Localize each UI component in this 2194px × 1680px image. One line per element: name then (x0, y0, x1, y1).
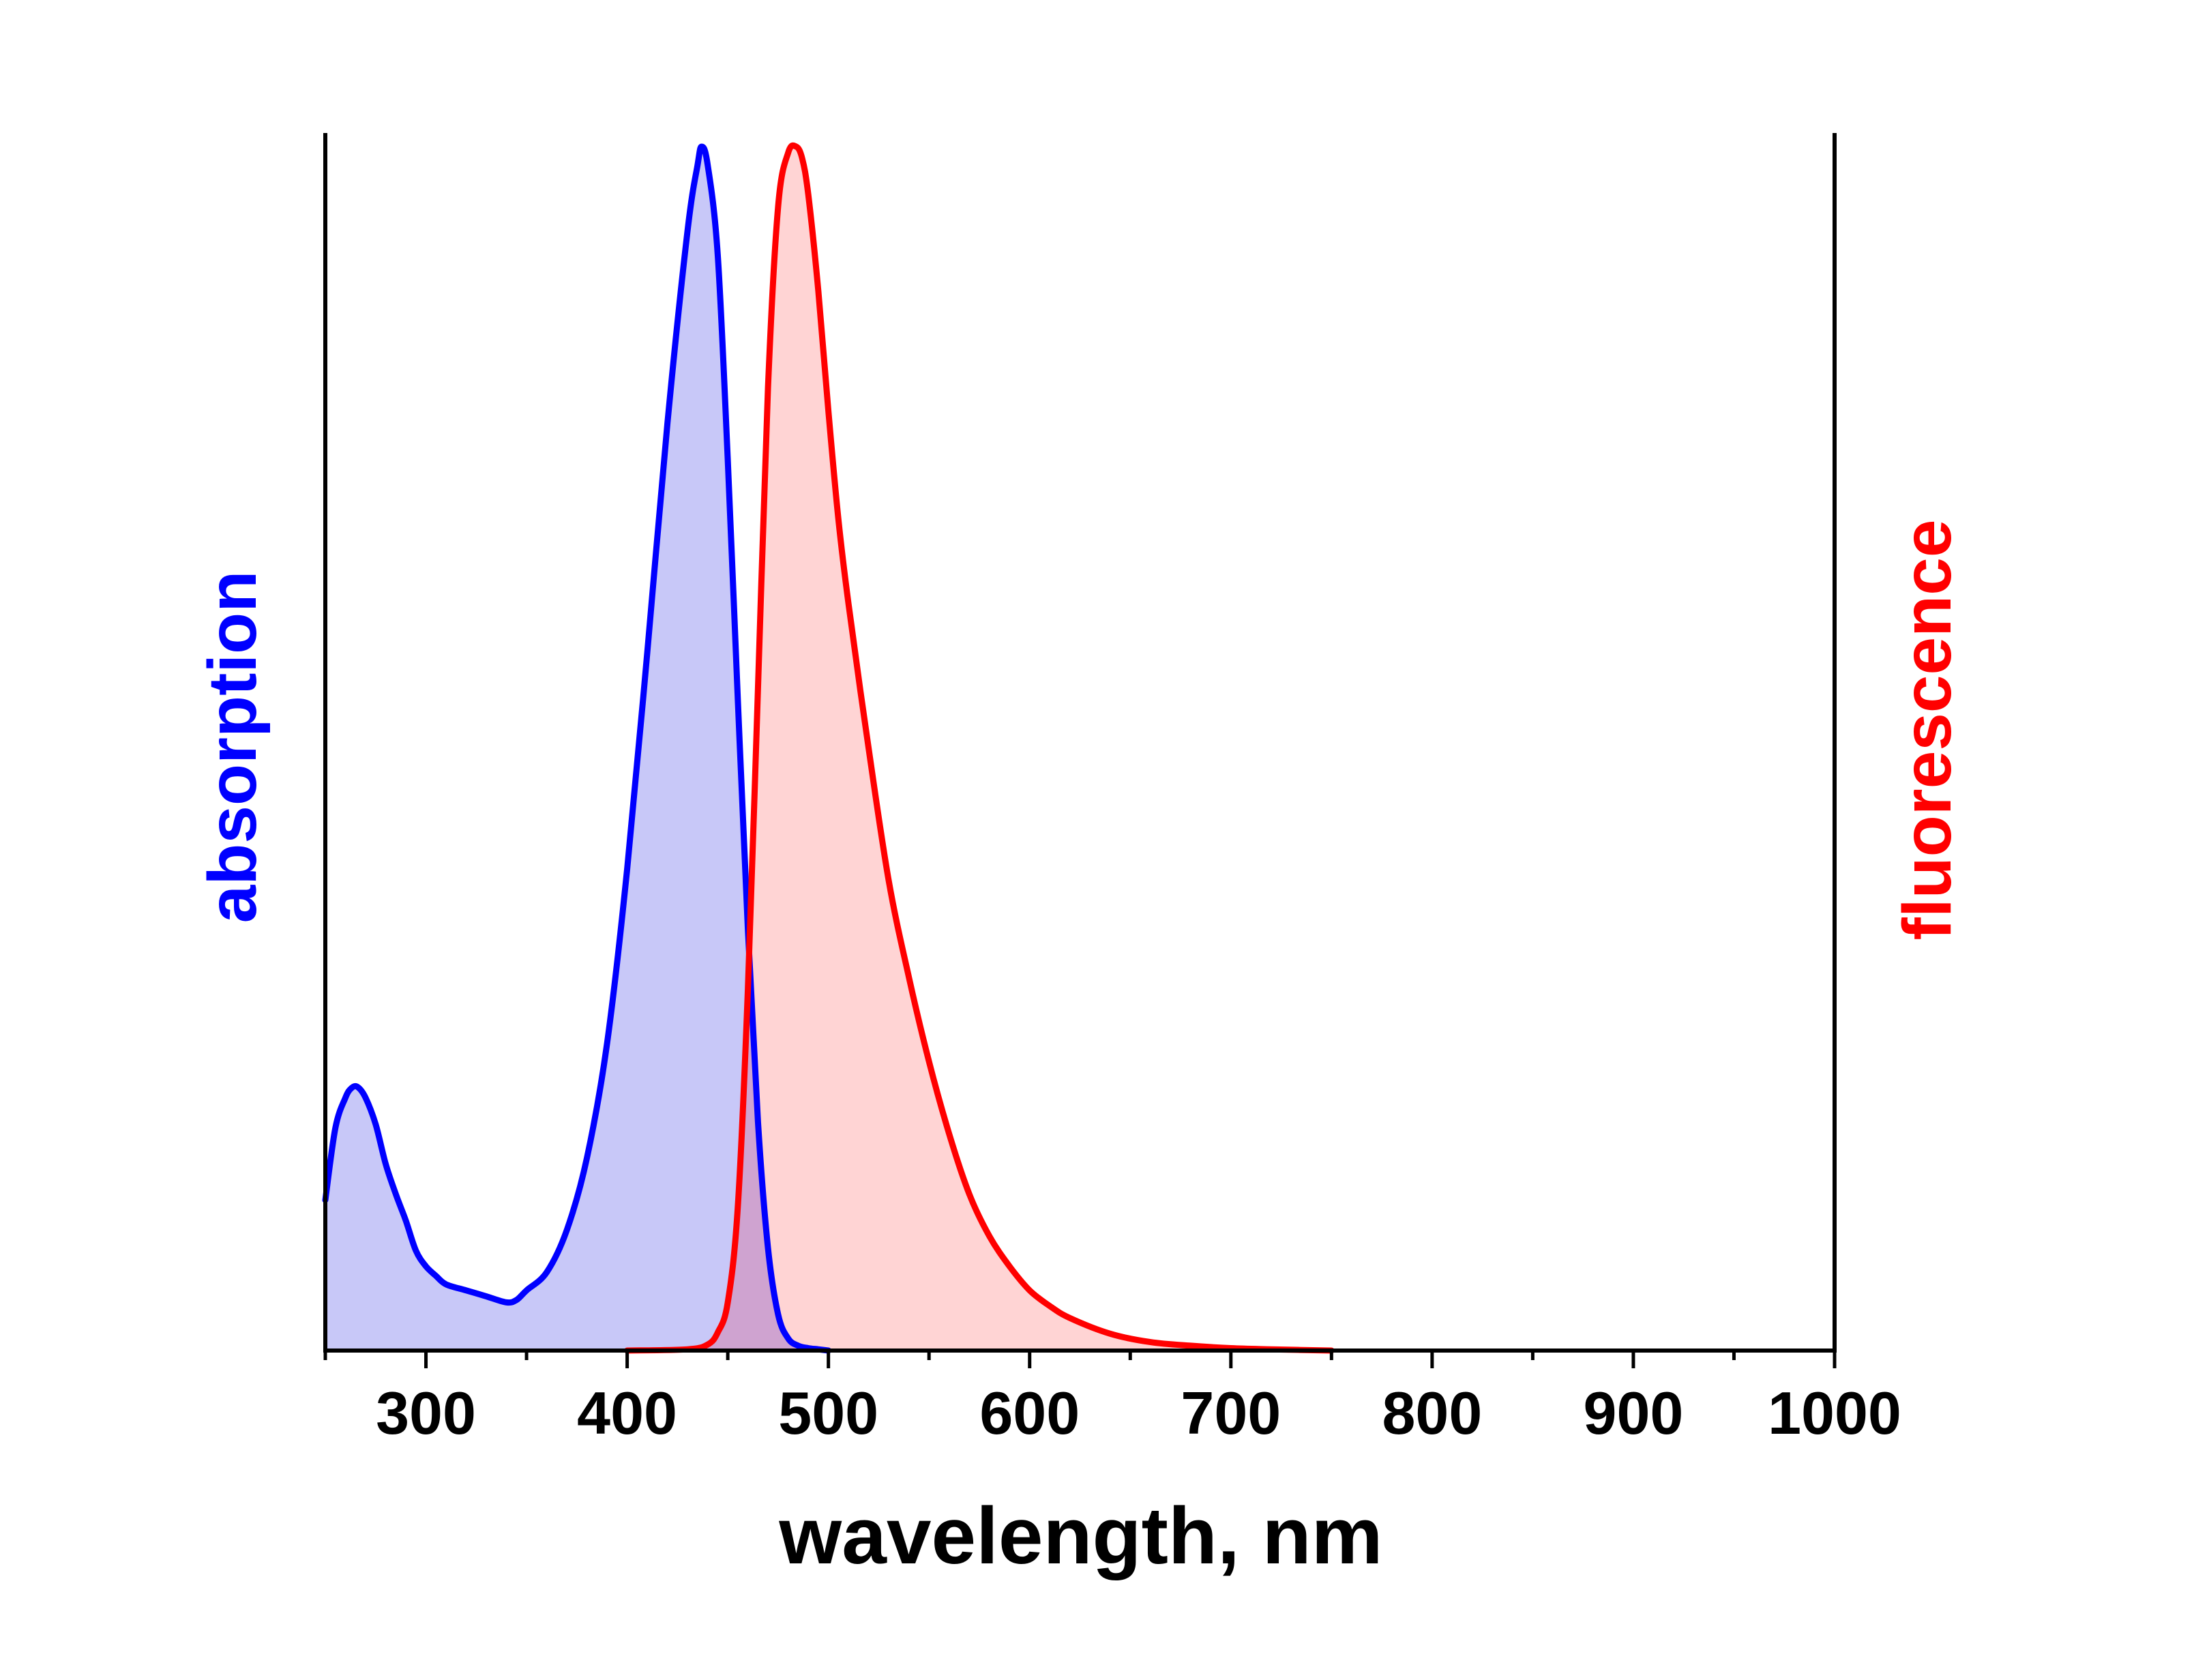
x-tick-label: 500 (778, 1379, 878, 1447)
series-0-area (325, 147, 829, 1351)
x-tick-labels: 300 400 500 600 700 800 900 1000 (376, 1379, 1901, 1447)
x-tick-label: 900 (1584, 1379, 1684, 1447)
x-tick-label: 800 (1382, 1379, 1482, 1447)
series-0-line (322, 143, 832, 1354)
x-axis-title: wavelength, nm (778, 1491, 1382, 1581)
series-1-line (624, 142, 1335, 1354)
x-tick-label: 300 (376, 1379, 476, 1447)
x-tick-label: 700 (1181, 1379, 1281, 1447)
y-axis-title-fluorescence: fluorescence (1889, 520, 1966, 941)
axes (323, 133, 1837, 1353)
x-tick-label: 600 (979, 1379, 1080, 1447)
x-tick-label: 400 (577, 1379, 677, 1447)
x-tick-label: 1000 (1768, 1379, 1901, 1447)
series-lines (322, 142, 1335, 1354)
series-1-area (627, 145, 1332, 1351)
x-ticks (323, 1351, 1837, 1368)
y-axis-title-absorption: absorption (194, 571, 271, 924)
series-fills (325, 145, 1332, 1351)
